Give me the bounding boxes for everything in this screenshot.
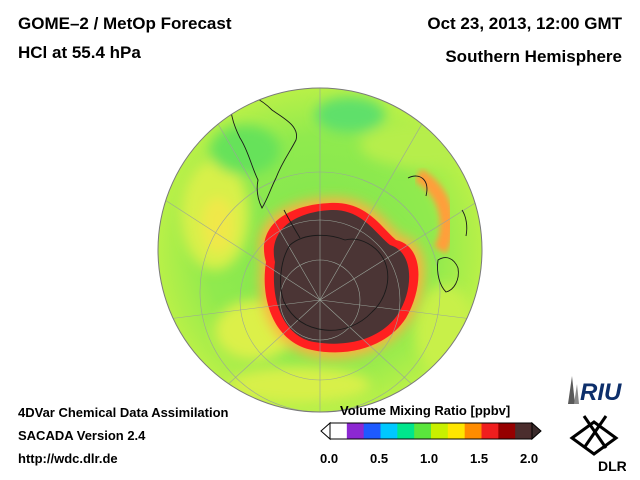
globe-border <box>157 87 483 413</box>
antarctica-outline <box>280 234 389 331</box>
orange-arc <box>414 168 454 254</box>
colorbar-frame <box>329 422 533 440</box>
riu-logo: RIU <box>568 376 622 406</box>
colorbar-segment <box>363 423 381 439</box>
colorbar-tick: 0.0 <box>320 451 339 466</box>
graticule <box>159 88 481 412</box>
colorbar-segment <box>330 423 348 439</box>
colorbar-high-arrow <box>531 421 542 441</box>
colorbar-title: Volume Mixing Ratio [ppbv] <box>340 403 511 418</box>
title-left-line2: HCl at 55.4 hPa <box>18 43 141 62</box>
colorbar-low-arrow <box>320 421 331 441</box>
antarctic-peninsula <box>283 209 301 239</box>
colorbar-tick: 2.0 <box>520 451 539 466</box>
colorbar-segment <box>464 423 482 439</box>
globe <box>158 88 482 412</box>
riu-logo-text: RIU <box>580 379 622 406</box>
dlr-logo: DLR <box>569 415 626 474</box>
vortex-core <box>273 209 410 344</box>
south-america-outline <box>230 94 298 209</box>
dlr-logo-text: DLR <box>598 458 626 474</box>
colorbar-segment <box>515 423 533 439</box>
colorbar-tick: 1.0 <box>420 451 439 466</box>
colorbar-segment <box>481 423 499 439</box>
coastlines <box>230 94 468 331</box>
colorbar-segment <box>414 423 432 439</box>
africa-tip-outline <box>407 175 428 197</box>
colorbar-segment <box>447 423 466 439</box>
colorbar-segment <box>498 423 516 439</box>
new-zealand-outline <box>461 209 468 237</box>
australia-outline <box>437 257 459 293</box>
colorbar-tick: 1.5 <box>470 451 489 466</box>
title-right-line2: Southern Hemisphere <box>445 47 622 66</box>
title-right-line1: Oct 23, 2013, 12:00 GMT <box>427 14 622 33</box>
colorbar <box>320 421 542 441</box>
colorbar-segment <box>431 423 449 439</box>
footer-line1: 4DVar Chemical Data Assimilation <box>18 405 229 420</box>
colorbar-segment <box>380 423 398 439</box>
colorbar-tick: 0.5 <box>370 451 389 466</box>
title-left-line1: GOME–2 / MetOp Forecast <box>18 14 232 33</box>
colorbar-segment <box>346 423 365 439</box>
footer-url[interactable]: http://wdc.dlr.de <box>18 451 118 466</box>
colorbar-segment <box>397 423 415 439</box>
footer-line2: SACADA Version 2.4 <box>18 428 146 443</box>
